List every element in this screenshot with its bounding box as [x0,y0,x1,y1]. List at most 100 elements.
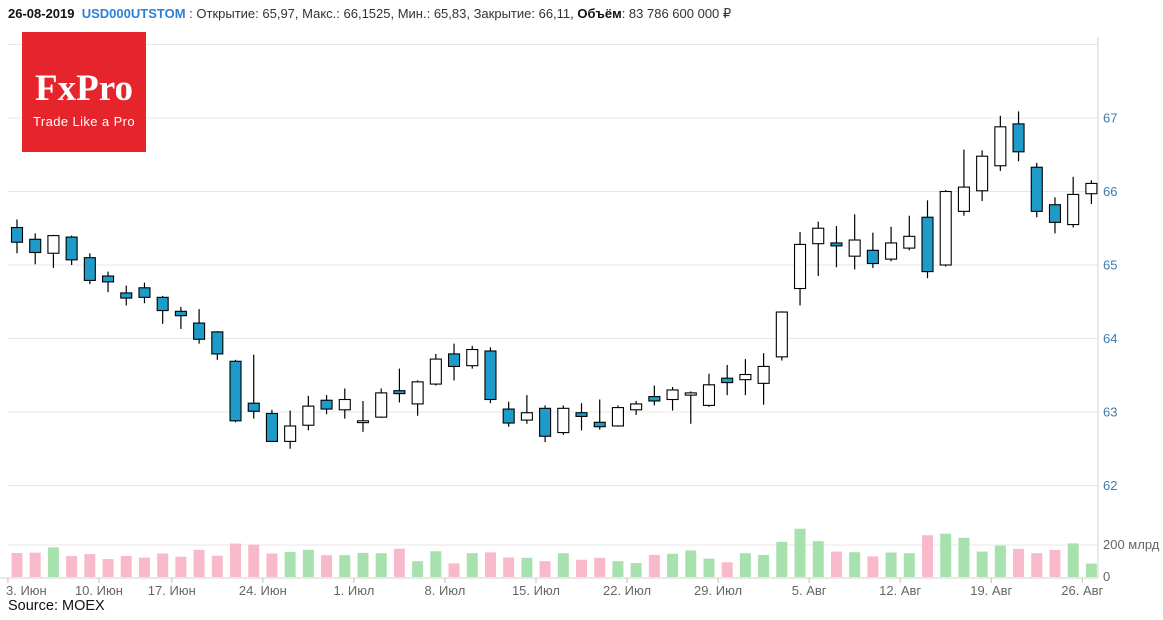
volume-bar[interactable]: 2019-08-22 169 млрд ₽ [1049,549,1061,577]
candle[interactable]: 2019-07-08 O:63.79 H:63.93 L:63.43 C:63.… [447,343,461,381]
candle[interactable]: 2019-08-06 O:65.3 H:65.53 L:64.97 C:65.2… [830,226,843,268]
volume-bar[interactable]: 2019-08-05 224 млрд ₽ [812,541,824,577]
candle[interactable]: 2019-07-17 O:62.99 H:63.12 L:62.75 C:62.… [575,403,588,431]
candle[interactable]: 2019-08-07 O:65.12 H:65.69 L:64.94 C:65.… [848,214,861,270]
candle[interactable]: 2019-07-10 O:63.83 H:63.88 L:63.12 C:63.… [484,347,497,404]
candle[interactable]: 2019-07-29 O:63.46 H:63.64 L:63.23 C:63.… [721,364,734,396]
volume-bar[interactable]: 2019-06-04 152 млрд ₽ [29,552,41,577]
volume-bar[interactable]: 2019-06-13 121 млрд ₽ [138,557,150,577]
candle[interactable]: 2019-06-21 O:63.12 H:63.78 L:62.91 C:63.… [247,354,260,419]
candle[interactable]: 2019-07-05 O:63.38 H:63.79 L:63.36 C:63.… [429,353,442,386]
volume-bar[interactable]: 2019-07-24 145 млрд ₽ [667,553,679,577]
candle[interactable]: 2019-07-04 O:63.11 H:63.43 L:62.95 C:63.… [411,380,424,416]
volume-bar[interactable]: 2019-06-18 170 млрд ₽ [193,549,205,577]
candle[interactable]: 2019-07-26 O:63.09 H:63.52 L:63.07 C:63.… [702,373,716,407]
candle[interactable]: 2019-06-07 O:65.1 H:65.16 L:64.74 C:64.7… [83,253,96,285]
volume-bar[interactable]: 2019-06-20 209 млрд ₽ [230,543,242,577]
candle[interactable]: 2019-06-06 O:65.38 H:65.4 L:65 C:65.07 [65,235,78,265]
volume-bar[interactable]: 2019-07-03 177 млрд ₽ [393,548,405,577]
candle[interactable]: 2019-08-20 O:66.92 H:67.09 L:66.41 C:66.… [1012,111,1025,162]
candle[interactable]: 2019-08-15 O:65.73 H:66.57 L:65.67 C:66.… [957,149,970,216]
volume-bar[interactable]: 2019-07-17 108 млрд ₽ [576,559,588,577]
volume-bar[interactable]: 2019-08-19 196 млрд ₽ [994,545,1006,577]
candle[interactable]: 2019-07-31 O:63.39 H:63.8 L:63.1 C:63.62 [757,353,770,405]
volume-bar[interactable]: 2019-06-07 143 млрд ₽ [84,554,96,577]
candle[interactable]: 2019-06-13 O:64.69 H:64.76 L:64.48 C:64.… [138,282,151,304]
candle[interactable]: 2019-08-12 O:65.23 H:65.67 L:65.2 C:65.3… [903,215,916,251]
volume-bar[interactable]: 2019-06-05 185 млрд ₽ [47,547,59,577]
candle[interactable]: 2019-08-13 O:65.65 H:65.88 L:64.82 C:64.… [921,200,934,279]
candle[interactable]: 2019-06-17 O:64.37 H:64.43 L:64.13 C:64.… [174,306,187,329]
volume-bar[interactable]: 2019-06-06 131 млрд ₽ [66,556,78,577]
candle[interactable]: 2019-08-05 O:65.29 H:65.59 L:64.85 C:65.… [812,221,825,277]
volume-bar[interactable]: 2019-07-12 120 млрд ₽ [521,557,533,577]
volume-bar[interactable]: 2019-06-14 147 млрд ₽ [157,553,169,577]
candle[interactable]: 2019-07-18 O:62.86 H:63.17 L:62.76 C:62.… [593,399,606,430]
candle[interactable]: 2019-06-27 O:63.16 H:63.23 L:62.97 C:63.… [320,395,333,415]
volume-bar[interactable]: 2019-08-08 129 млрд ₽ [867,556,879,577]
candle[interactable]: 2019-08-01 O:63.75 H:64.37 L:63.7 C:64.3… [775,311,788,361]
volume-bar[interactable]: 2019-08-23 210 млрд ₽ [1067,543,1079,577]
volume-bar[interactable]: 2019-08-20 176 млрд ₽ [1013,548,1025,577]
volume-bar[interactable]: 2019-08-26 83.8 млрд ₽ [1085,563,1097,577]
volume-bar[interactable]: 2019-08-09 153 млрд ₽ [885,552,897,577]
volume-bar[interactable]: 2019-07-08 85 млрд ₽ [448,563,460,577]
volume-bar[interactable]: 2019-06-26 170 млрд ₽ [302,549,314,577]
candle[interactable]: 2019-07-24 O:63.17 H:63.34 L:63.02 C:63.… [666,387,679,411]
volume-bar[interactable]: 2019-06-17 127 млрд ₽ [175,556,187,577]
volume-bar[interactable]: 2019-08-16 159 млрд ₽ [976,551,988,577]
volume-bar[interactable]: 2019-07-30 149 млрд ₽ [739,553,751,577]
volume-bar[interactable]: 2019-07-22 87 млрд ₽ [630,563,642,577]
volume-bar[interactable]: 2019-07-05 161 млрд ₽ [430,551,442,577]
candle[interactable]: 2019-08-16 O:66.01 H:66.56 L:65.87 C:66.… [976,150,989,202]
candle[interactable]: 2019-06-04 O:65.35 H:65.43 L:65.01 C:65.… [29,233,42,265]
volume-bar[interactable]: 2019-07-04 99 млрд ₽ [412,561,424,577]
volume-bar[interactable]: 2019-07-19 99 млрд ₽ [612,561,624,577]
candle[interactable]: 2019-07-02 O:62.93 H:63.32 L:62.92 C:63.… [375,388,388,418]
volume-bar[interactable]: 2019-08-12 149 млрд ₽ [903,553,915,577]
volume-bar[interactable]: 2019-07-29 92 млрд ₽ [721,562,733,577]
volume-bar[interactable]: 2019-08-02 302 млрд ₽ [794,528,806,577]
volume-bar[interactable]: 2019-06-03 150 млрд ₽ [11,553,23,577]
volume-bar[interactable]: 2019-07-31 138 млрд ₽ [758,554,770,577]
candle[interactable]: 2019-07-03 O:63.29 H:63.59 L:63.13 C:63.… [393,368,406,403]
candle[interactable]: 2019-07-01 O:62.86 H:63.15 L:62.73 C:62.… [356,400,370,432]
volume-bar[interactable]: 2019-08-13 261 млрд ₽ [922,535,933,577]
candle[interactable]: 2019-07-11 O:63.04 H:63.14 L:62.8 C:62.8… [502,401,515,427]
volume-bar[interactable]: 2019-07-16 149 млрд ₽ [557,553,569,577]
candle[interactable]: 2019-07-19 O:62.81 H:63.09 L:62.8 C:63.0… [611,405,624,427]
candle[interactable]: 2019-08-26 O:65.97 H:66.1525 L:65.83 C:6… [1085,180,1098,204]
candle[interactable]: 2019-06-11 O:64.62 H:64.72 L:64.45 C:64.… [120,285,133,306]
volume-bar[interactable]: 2019-07-15 99 млрд ₽ [539,561,551,577]
candle[interactable]: 2019-06-28 O:63.03 H:63.32 L:62.91 C:63.… [338,388,351,419]
volume-bar[interactable]: 2019-07-09 149 млрд ₽ [466,553,478,577]
volume-bar[interactable]: 2019-08-06 159 млрд ₽ [830,551,842,577]
volume-bar[interactable]: 2019-07-23 138 млрд ₽ [648,554,660,577]
volume-bar[interactable]: 2019-08-01 220 млрд ₽ [776,541,788,577]
candle[interactable]: 2019-08-14 O:65 H:66.02 L:64.98 C:66 [939,190,952,267]
candle[interactable]: 2019-08-23 O:65.55 H:66.2 L:65.51 C:65.9… [1067,176,1080,228]
candle[interactable]: 2019-06-03 O:65.51 H:65.62 L:65.16 C:65.… [10,219,24,254]
volume-bar[interactable]: 2019-07-26 115 млрд ₽ [703,558,715,577]
candle[interactable]: 2019-06-25 O:62.6 H:63.02 L:62.5 C:62.81 [284,410,297,449]
volume-bar[interactable]: 2019-06-28 137 млрд ₽ [339,555,351,577]
volume-bar[interactable]: 2019-08-07 155 млрд ₽ [849,552,861,577]
candle[interactable]: 2019-06-26 O:62.82 H:63.22 L:62.75 C:63.… [302,395,315,431]
candle[interactable]: 2019-07-12 O:62.89 H:63.23 L:62.84 C:62.… [520,395,533,424]
candle[interactable]: 2019-06-18 O:64.21 H:64.4 L:63.93 C:63.9… [193,309,206,344]
candle[interactable]: 2019-07-09 O:63.63 H:63.9 L:63.59 C:63.8… [466,345,479,369]
volume-bar[interactable]: 2019-07-18 120 млрд ₽ [594,557,606,577]
volume-bar[interactable]: 2019-08-14 271 млрд ₽ [940,533,952,577]
volume-bar[interactable]: 2019-08-21 149 млрд ₽ [1031,553,1043,577]
volume-bar[interactable]: 2019-06-10 112 млрд ₽ [102,559,114,577]
volume-bar[interactable]: 2019-06-21 203 млрд ₽ [248,544,260,577]
candle[interactable]: 2019-06-19 O:64.09 H:64.1 L:63.71 C:63.7… [211,331,224,360]
candle[interactable]: 2019-06-24 O:62.98 H:63.03 L:62.59 C:62.… [265,409,278,443]
volume-bar[interactable]: 2019-06-27 137 млрд ₽ [321,555,333,577]
candle[interactable]: 2019-07-25 O:63.23 H:63.28 L:62.84 C:63.… [684,391,697,424]
volume-bar[interactable]: 2019-06-19 133 млрд ₽ [211,555,223,577]
volume-bar[interactable]: 2019-07-25 166 млрд ₽ [685,550,697,577]
candle[interactable]: 2019-08-21 O:66.33 H:66.39 L:65.65 C:65.… [1030,162,1043,218]
candle[interactable]: 2019-08-22 O:65.82 H:65.92 L:65.43 C:65.… [1048,197,1062,234]
candle[interactable]: 2019-06-20 O:63.69 H:63.71 L:62.86 C:62.… [229,359,242,423]
